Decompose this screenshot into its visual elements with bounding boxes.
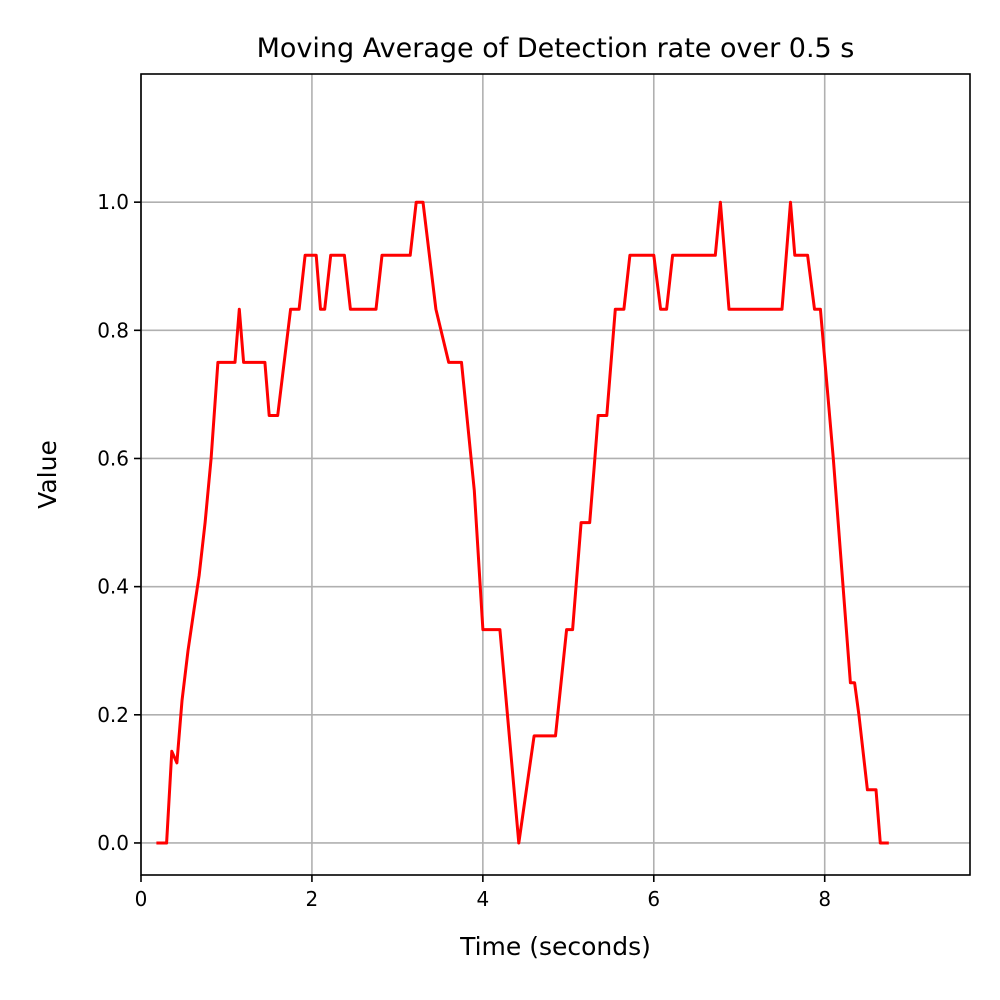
y-tick-label: 0.0 [97, 831, 129, 855]
y-tick-label: 0.8 [97, 318, 129, 342]
x-tick-label: 4 [476, 887, 489, 911]
y-tick-label: 0.4 [97, 575, 129, 599]
y-tick-label: 0.2 [97, 703, 129, 727]
series-line [156, 200, 889, 845]
series-layer [156, 200, 889, 845]
x-tick-label: 2 [306, 887, 319, 911]
x-tick-label: 8 [818, 887, 831, 911]
y-tick-label: 1.0 [97, 190, 129, 214]
y-tick-label: 0.6 [97, 446, 129, 470]
x-tick-label: 0 [135, 887, 148, 911]
chart-title: Moving Average of Detection rate over 0.… [257, 33, 855, 64]
axis-ticks: 0 2 4 6 8 0.0 0.2 0.4 0.6 0.8 1.0 [97, 190, 831, 911]
y-axis-label: Value [33, 440, 62, 509]
plot-frame [140, 73, 971, 876]
x-tick-label: 6 [647, 887, 660, 911]
x-axis-label: Time (seconds) [459, 932, 651, 961]
grid-lines [140, 74, 970, 875]
